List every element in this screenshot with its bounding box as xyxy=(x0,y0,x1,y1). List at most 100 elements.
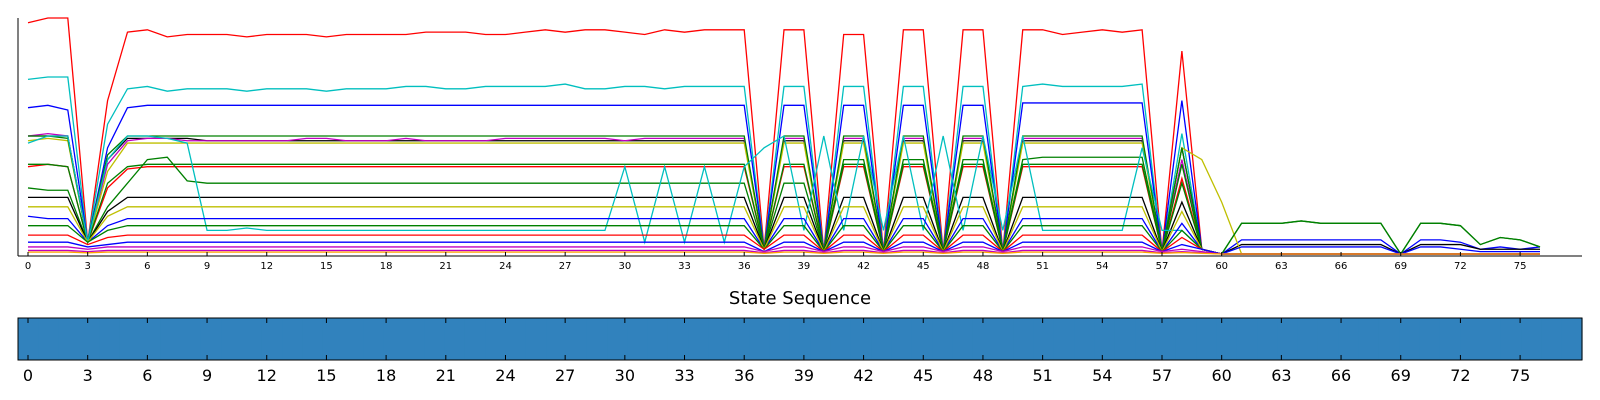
state-cell xyxy=(160,318,182,360)
state-cell xyxy=(728,318,750,360)
state-cell xyxy=(1460,318,1482,360)
state-tick-label: 12 xyxy=(257,366,277,385)
state-cell xyxy=(1196,318,1217,360)
state-cell xyxy=(424,318,446,360)
x-tick-label: 57 xyxy=(1156,261,1169,272)
state-cell xyxy=(180,318,202,360)
state-cell xyxy=(139,318,161,360)
state-cell xyxy=(1114,318,1136,360)
state-cell xyxy=(1013,318,1035,360)
state-cell xyxy=(566,318,588,360)
state-cell xyxy=(911,318,933,360)
x-axis-ticks: 0 3 6 9 12 15 18 21 24 27 30 33 36 39 42 45 48 51 54 57 60 63… xyxy=(25,252,1526,272)
state-tick-label: 42 xyxy=(853,366,873,385)
state-cell xyxy=(891,318,913,360)
x-tick-label: 33 xyxy=(678,261,691,272)
state-tick-label: 69 xyxy=(1391,366,1411,385)
series-lines xyxy=(27,17,1541,256)
series-line-4 xyxy=(27,132,1540,255)
state-tick-label: 21 xyxy=(436,366,456,385)
state-cell xyxy=(1257,318,1278,360)
x-tick-label: 42 xyxy=(857,261,870,272)
state-cell xyxy=(1297,318,1319,360)
state-cell xyxy=(1033,318,1055,360)
x-tick-label: 60 xyxy=(1215,261,1228,272)
x-tick-label: 15 xyxy=(320,261,333,272)
state-cell xyxy=(789,318,811,360)
state-cell xyxy=(1561,318,1583,360)
state-cell xyxy=(830,318,852,360)
state-cell xyxy=(607,318,628,360)
state-tick-label: 0 xyxy=(23,366,33,385)
series-line-11 xyxy=(27,134,1540,255)
state-cell xyxy=(200,318,222,360)
state-sequence-title: State Sequence xyxy=(729,288,871,309)
state-cell xyxy=(932,318,953,360)
state-cell xyxy=(383,318,405,360)
state-tick-label: 9 xyxy=(202,366,212,385)
state-tick-label: 24 xyxy=(495,366,515,385)
state-cell xyxy=(871,318,892,360)
state-cell xyxy=(282,318,303,360)
state-cell xyxy=(1175,318,1197,360)
x-tick-label: 30 xyxy=(618,261,631,272)
state-cell xyxy=(485,318,507,360)
state-tick-label: 45 xyxy=(913,366,933,385)
state-cell xyxy=(647,318,669,360)
x-tick-label: 54 xyxy=(1096,261,1109,272)
series-line-5 xyxy=(27,137,1540,255)
state-cell xyxy=(952,318,974,360)
x-tick-label: 18 xyxy=(380,261,393,272)
series-line-16 xyxy=(28,241,1540,255)
state-cell xyxy=(261,318,283,360)
x-tick-label: 51 xyxy=(1036,261,1049,272)
x-tick-label: 36 xyxy=(738,261,751,272)
state-tick-label: 39 xyxy=(794,366,814,385)
state-tick-label: 48 xyxy=(973,366,993,385)
state-cell xyxy=(78,318,100,360)
x-tick-label: 48 xyxy=(977,261,990,272)
state-cell xyxy=(1358,318,1380,360)
state-cell xyxy=(322,318,344,360)
state-tick-label: 27 xyxy=(555,366,575,385)
state-cell xyxy=(403,318,425,360)
state-cell xyxy=(667,318,689,360)
state-cell xyxy=(444,318,466,360)
state-cell xyxy=(1338,318,1360,360)
state-cell xyxy=(992,318,1014,360)
state-cell xyxy=(505,318,527,360)
state-cell xyxy=(241,318,263,360)
state-cell xyxy=(1439,318,1461,360)
state-tick-label: 60 xyxy=(1212,366,1232,385)
state-cell xyxy=(749,318,771,360)
state-cell xyxy=(1135,318,1157,360)
state-sequence-frame xyxy=(17,317,1583,361)
state-axis-ticks: 0 3 6 9 12 15 18 21 24 27 30 33 36 39 42 45 48 51 54 57 60 63… xyxy=(23,318,1530,385)
state-cells xyxy=(18,318,1583,360)
state-tick-label: 3 xyxy=(83,366,93,385)
state-cell xyxy=(850,318,872,360)
state-cell xyxy=(464,318,486,360)
state-cell xyxy=(363,318,385,360)
state-cell xyxy=(58,318,80,360)
state-sequence-chart: State Sequence 0 3 6 9 12 15 18 21 24 27 30 33 36 39 4… xyxy=(17,288,1583,385)
state-tick-label: 63 xyxy=(1271,366,1291,385)
x-tick-label: 24 xyxy=(499,261,512,272)
state-tick-label: 6 xyxy=(142,366,152,385)
series-line-19 xyxy=(28,251,1540,255)
state-cell xyxy=(708,318,730,360)
series-line-8 xyxy=(28,163,1540,255)
state-cell xyxy=(38,318,60,360)
state-tick-label: 54 xyxy=(1092,366,1112,385)
state-cell xyxy=(342,318,364,360)
x-tick-label: 3 xyxy=(84,261,90,272)
state-cell xyxy=(1236,318,1258,360)
state-cell xyxy=(18,318,39,360)
x-tick-label: 27 xyxy=(559,261,572,272)
state-cell xyxy=(1419,318,1441,360)
x-tick-label: 0 xyxy=(25,261,31,272)
state-cell xyxy=(546,318,568,360)
series-line-9 xyxy=(27,156,1541,256)
x-tick-label: 66 xyxy=(1335,261,1348,272)
